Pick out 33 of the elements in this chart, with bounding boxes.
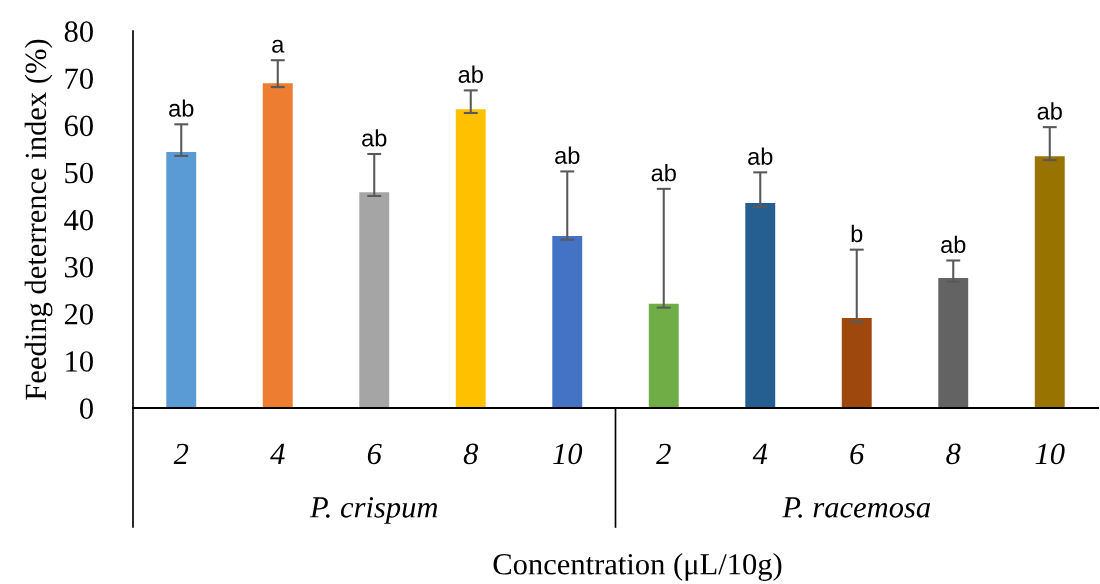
x-tick-label: 10 <box>1035 443 1065 465</box>
y-tick-label: 50 <box>65 162 93 184</box>
annotation: ab <box>651 164 676 182</box>
x-tick-label: 6 <box>850 443 865 465</box>
x-axis-title: Concentration (μL/10g) <box>493 553 782 581</box>
x-tick-label: 8 <box>463 443 479 465</box>
y-tick-label: 10 <box>66 351 93 372</box>
text: P. racemosa <box>782 497 930 518</box>
y-tick-label: 40 <box>64 209 93 231</box>
x-tick-label: 2 <box>656 443 671 464</box>
annotation: ab <box>748 147 773 165</box>
annotation: b <box>851 224 863 243</box>
text: P. crispum <box>309 497 438 524</box>
x-tick-label: 4 <box>270 443 285 464</box>
annotation: ab <box>555 146 580 164</box>
y-tick-label: 80 <box>64 21 93 42</box>
annotation: ab <box>169 99 194 117</box>
y-tick-label: 0 <box>80 398 93 419</box>
y-tick-label: 60 <box>64 115 93 137</box>
annotation: ab <box>941 235 966 253</box>
y-tick-label: 70 <box>65 68 93 90</box>
x-tick-label: 4 <box>752 443 768 464</box>
y-axis-title: Feeding deterrence index (%) <box>24 39 53 400</box>
y-tick-label: 20 <box>64 304 93 325</box>
annotation: ab <box>458 65 483 83</box>
annotation: ab <box>362 129 387 147</box>
y-tick-label: 30 <box>65 256 93 278</box>
annotation: ab <box>1037 102 1062 120</box>
x-tick-label: 2 <box>173 443 189 464</box>
x-tick-label: 6 <box>367 443 382 465</box>
x-tick-label: 8 <box>946 443 961 465</box>
x-tick-label: 10 <box>553 443 583 465</box>
annotation: a <box>272 39 285 53</box>
